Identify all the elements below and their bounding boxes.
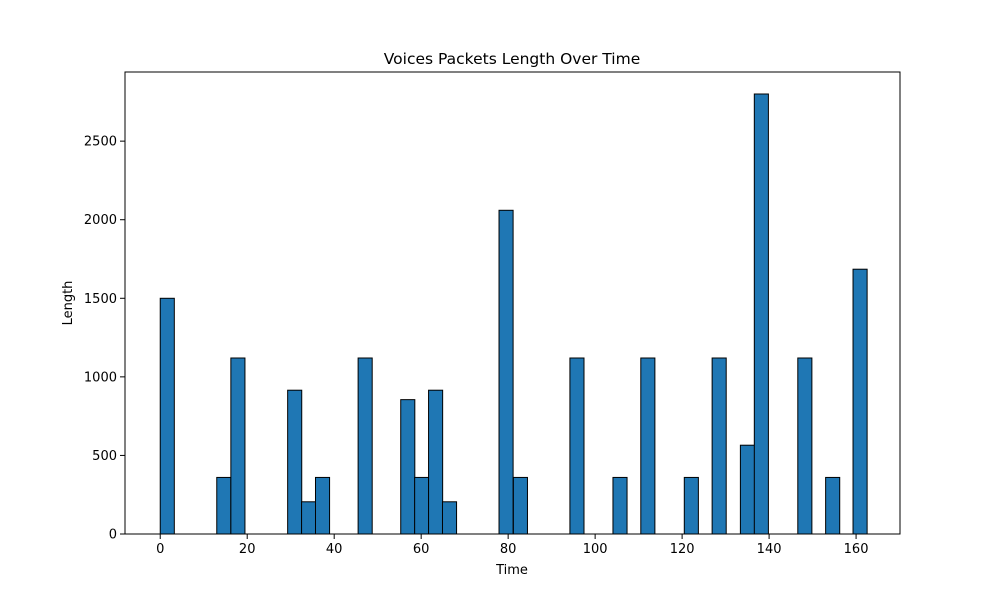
- chart-title: Voices Packets Length Over Time: [384, 50, 641, 68]
- y-tick-label: 2500: [84, 135, 117, 150]
- bar: [301, 501, 317, 535]
- plot-frame: [124, 71, 901, 535]
- bar: [612, 476, 628, 535]
- bar: [230, 357, 246, 535]
- bar: [314, 476, 331, 535]
- bar: [852, 268, 868, 535]
- bar: [400, 399, 416, 535]
- bar: [711, 357, 727, 535]
- y-tick-label: 1000: [84, 370, 117, 385]
- x-tick-label: 120: [670, 542, 695, 557]
- bar: [428, 389, 444, 535]
- bar: [683, 476, 699, 535]
- x-axis-title: Time: [495, 563, 528, 578]
- bar: [512, 476, 528, 535]
- bar: [357, 357, 373, 535]
- x-tick-label: 60: [413, 542, 430, 557]
- y-tick-label: 0: [109, 528, 117, 543]
- bar: [569, 357, 585, 535]
- y-tick-label: 500: [92, 449, 117, 464]
- x-tick-label: 80: [500, 542, 517, 557]
- bar: [441, 501, 458, 535]
- bars-group: [159, 93, 868, 535]
- bar: [825, 476, 841, 535]
- y-axis-title: Length: [61, 281, 76, 326]
- bar: [739, 444, 755, 535]
- bar: [498, 209, 514, 535]
- x-tick-label: 140: [757, 542, 782, 557]
- y-tick-label: 1500: [84, 292, 117, 307]
- y-axis-ticks: 0 500 1000 1500 2000 2500: [84, 135, 125, 543]
- bar: [287, 389, 303, 535]
- bar: [753, 93, 769, 535]
- bar: [640, 357, 656, 535]
- x-tick-label: 100: [583, 542, 608, 557]
- x-tick-label: 20: [239, 542, 256, 557]
- y-tick-label: 2000: [84, 213, 117, 228]
- x-axis-ticks: 0 20 40 60 80 100 120 140 160: [156, 534, 868, 557]
- x-tick-label: 0: [156, 542, 164, 557]
- bar: [414, 476, 430, 535]
- bar: [216, 476, 232, 535]
- bar: [159, 297, 175, 535]
- x-tick-label: 40: [326, 542, 343, 557]
- x-tick-label: 160: [844, 542, 869, 557]
- bar: [797, 357, 813, 535]
